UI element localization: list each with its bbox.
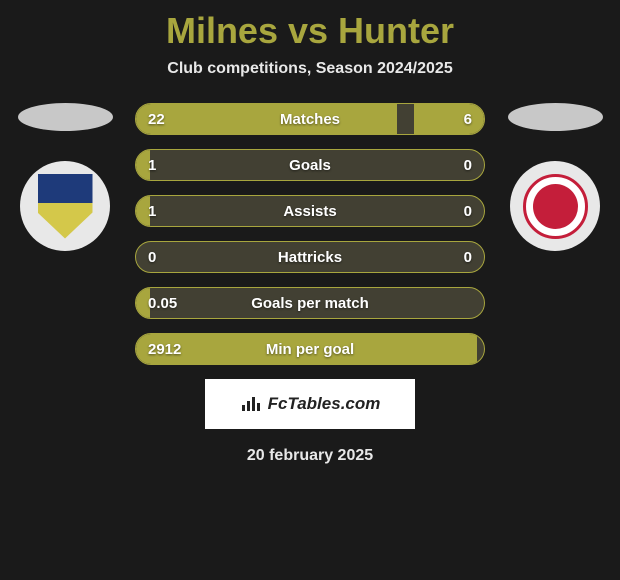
player-right-column	[505, 103, 605, 251]
date-text: 20 february 2025	[247, 447, 373, 465]
team-left-badge	[20, 161, 110, 251]
player-right-silhouette-base	[508, 103, 603, 131]
stat-label: Hattricks	[136, 249, 484, 266]
player-left-column	[15, 103, 115, 251]
stat-label: Goals per match	[136, 295, 484, 312]
stat-bar-assists: 1 Assists 0	[135, 195, 485, 227]
stats-column: 22 Matches 6 1 Goals 0 1 Assists 0	[135, 103, 485, 365]
chart-icon	[240, 395, 262, 413]
team-right-badge	[510, 161, 600, 251]
player-left-silhouette-base	[18, 103, 113, 131]
stat-bar-matches: 22 Matches 6	[135, 103, 485, 135]
team-right-wheel-icon	[533, 184, 578, 229]
attribution-text: FcTables.com	[268, 394, 381, 414]
stat-label: Assists	[136, 203, 484, 220]
stat-bar-min-per-goal: 2912 Min per goal	[135, 333, 485, 365]
stat-bar-goals-per-match: 0.05 Goals per match	[135, 287, 485, 319]
infographic-container: Milnes vs Hunter Club competitions, Seas…	[0, 0, 620, 465]
stat-value-right: 0	[464, 249, 472, 266]
stat-bar-goals: 1 Goals 0	[135, 149, 485, 181]
stat-bar-hattricks: 0 Hattricks 0	[135, 241, 485, 273]
stat-label: Goals	[136, 157, 484, 174]
stat-value-right: 0	[464, 157, 472, 174]
main-area: 22 Matches 6 1 Goals 0 1 Assists 0	[0, 103, 620, 365]
comparison-title: Milnes vs Hunter	[166, 10, 454, 52]
stat-label: Min per goal	[136, 341, 484, 358]
stat-value-right: 6	[464, 111, 472, 128]
stat-value-right: 0	[464, 203, 472, 220]
stat-label: Matches	[136, 111, 484, 128]
comparison-subtitle: Club competitions, Season 2024/2025	[167, 60, 452, 78]
attribution-badge: FcTables.com	[205, 379, 415, 429]
